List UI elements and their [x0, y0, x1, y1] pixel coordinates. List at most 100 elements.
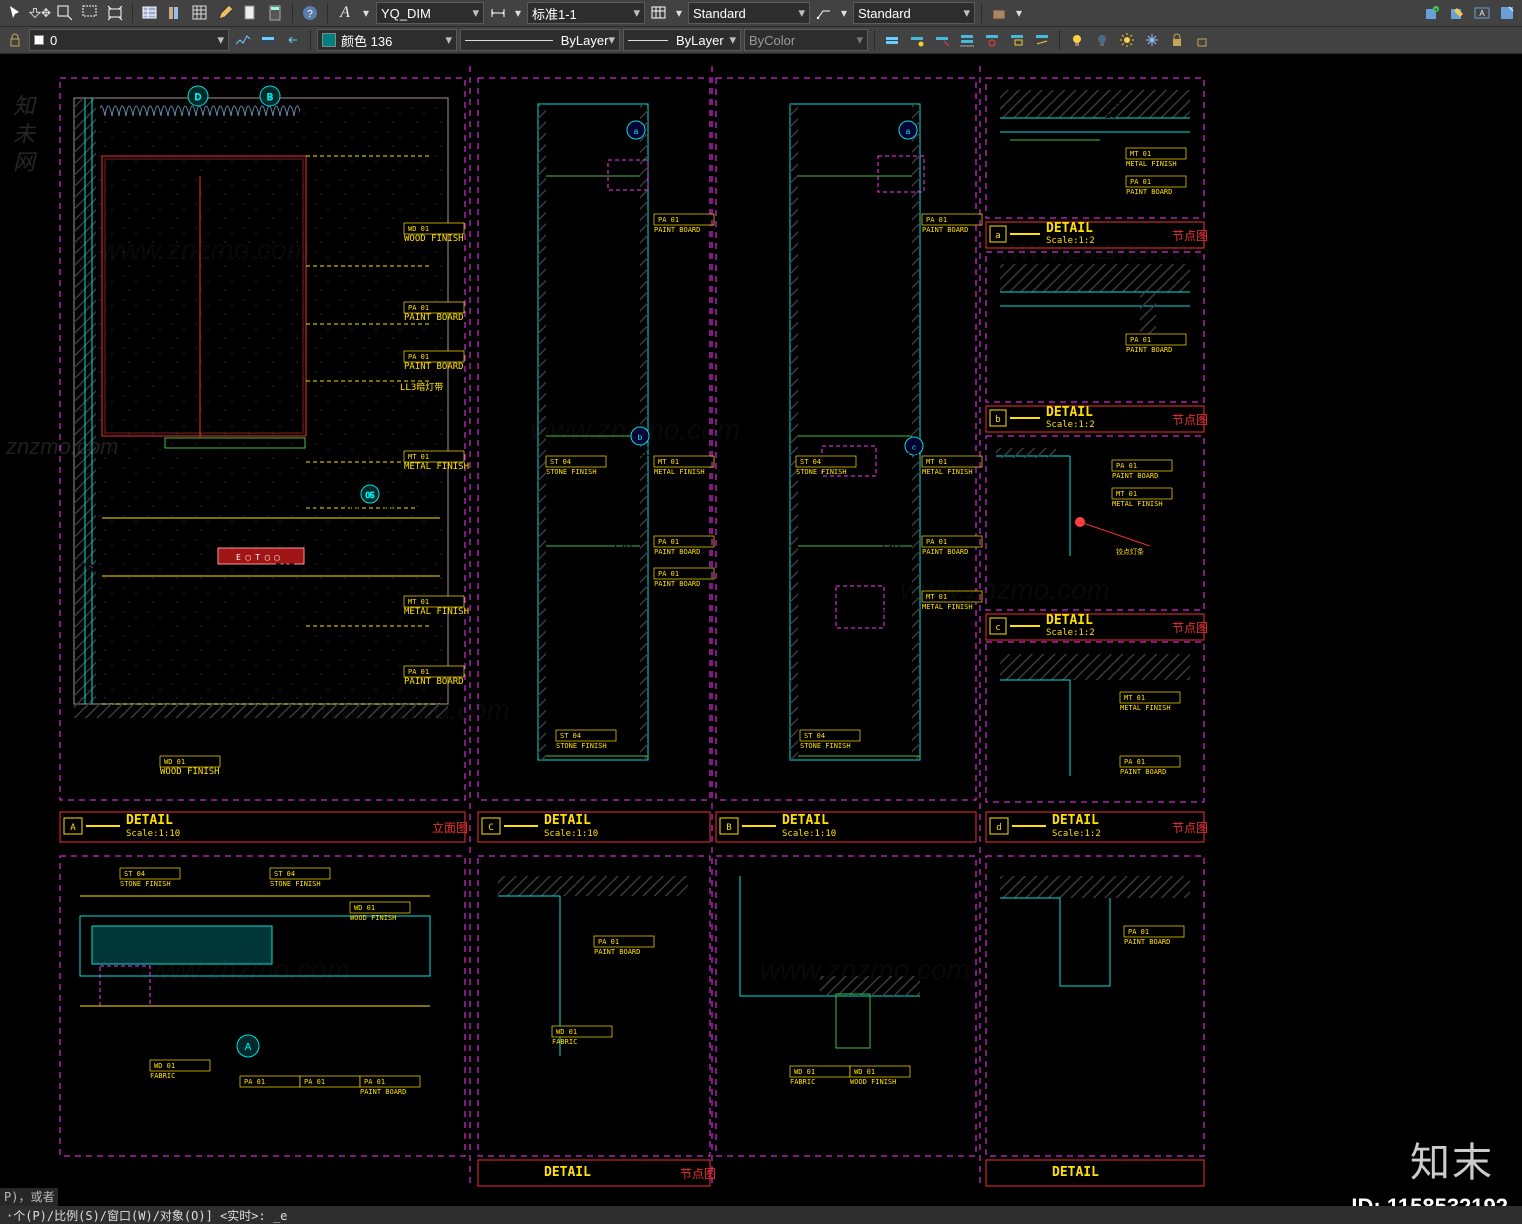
zoom-extents-icon[interactable] — [104, 2, 126, 24]
layprop-icon-1[interactable] — [881, 29, 903, 51]
svg-text:METAL FINISH: METAL FINISH — [1126, 160, 1177, 168]
svg-text:500: 500 — [759, 476, 773, 496]
page-icon[interactable] — [239, 2, 261, 24]
unlock-layer-icon[interactable] — [1191, 29, 1213, 51]
plotstyle-label: ByColor — [749, 33, 795, 48]
svg-text:231: 231 — [300, 503, 320, 517]
svg-text:A: A — [1479, 9, 1485, 18]
table-icon[interactable] — [139, 2, 161, 24]
svg-text:PA 01: PA 01 — [1130, 336, 1151, 344]
svg-text:LL3暗灯带: LL3暗灯带 — [400, 381, 443, 393]
edit-block-icon[interactable] — [1446, 2, 1468, 24]
svg-text:Scale:1:10: Scale:1:10 — [544, 829, 598, 839]
layer-dropdown[interactable]: 0 ▾ — [29, 29, 229, 51]
pan-icon[interactable]: ✥ — [29, 2, 51, 24]
svg-text:100: 100 — [1070, 555, 1090, 569]
svg-text:PAINT BOARD: PAINT BOARD — [922, 226, 968, 234]
chevron-down-icon: ▾ — [608, 32, 615, 48]
svg-text:DETAIL: DETAIL — [1046, 221, 1093, 236]
dd-chevron-icon[interactable]: ▾ — [838, 2, 850, 24]
svg-text:WOOD FINISH: WOOD FINISH — [350, 914, 396, 922]
svg-text:PA 01: PA 01 — [244, 1078, 265, 1086]
bulb-on-icon[interactable] — [1066, 29, 1088, 51]
lock-icon[interactable] — [4, 29, 26, 51]
svg-text:Scale:1:2: Scale:1:2 — [1046, 628, 1095, 638]
layprop-icon-6[interactable] — [1006, 29, 1028, 51]
svg-text:c: c — [995, 623, 1000, 633]
zoom-window-icon[interactable] — [79, 2, 101, 24]
tablestyle-dropdown[interactable]: Standard ▾ — [688, 2, 810, 24]
calc-icon[interactable] — [264, 2, 286, 24]
dimstyle-dropdown[interactable]: ▾ — [376, 2, 484, 24]
layer-name: 0 — [50, 33, 57, 48]
svg-text:FABRIC: FABRIC — [790, 1078, 815, 1086]
textstyle-dropdown[interactable]: 标准1-1 ▾ — [527, 2, 645, 24]
lock-layer-icon[interactable] — [1166, 29, 1188, 51]
cursor-icon[interactable] — [4, 2, 26, 24]
svg-text:120: 120 — [612, 540, 632, 554]
svg-text:ST 04: ST 04 — [550, 458, 571, 466]
pencil-icon[interactable] — [214, 2, 236, 24]
svg-text:节点图: 节点图 — [680, 1167, 716, 1181]
layprop-icon-7[interactable] — [1031, 29, 1053, 51]
zoom-plus-icon[interactable] — [54, 2, 76, 24]
svg-text:PAINT BOARD: PAINT BOARD — [1124, 938, 1170, 946]
tablestyle-icon[interactable] — [648, 2, 670, 24]
color-dropdown[interactable]: 颜色 136 ▾ — [317, 29, 457, 51]
block-save-icon[interactable] — [1496, 2, 1518, 24]
dd-chevron-icon[interactable]: ▾ — [512, 2, 524, 24]
dd-chevron-icon[interactable]: ▾ — [1013, 2, 1025, 24]
svg-text:METAL FINISH: METAL FINISH — [1120, 704, 1171, 712]
svg-text:235: 235 — [370, 561, 390, 575]
svg-text:PA 01: PA 01 — [1116, 462, 1137, 470]
freeze-icon[interactable] — [1141, 29, 1163, 51]
multileader-dropdown[interactable]: Standard ▾ — [853, 2, 975, 24]
svg-text:67: 67 — [1046, 493, 1060, 507]
grid-icon[interactable] — [189, 2, 211, 24]
sun-icon[interactable] — [1116, 29, 1138, 51]
stacked-bars-icon[interactable] — [164, 2, 186, 24]
block-icon-1[interactable] — [988, 2, 1010, 24]
svg-text:A: A — [70, 823, 76, 833]
insert-block-icon[interactable]: + — [1421, 2, 1443, 24]
svg-text:DETAIL: DETAIL — [1046, 613, 1093, 628]
tablestyle-label: Standard — [693, 6, 746, 21]
dimension-icon[interactable] — [487, 2, 509, 24]
svg-text:节点图: 节点图 — [1172, 413, 1208, 427]
toolbar-row-2: 0 ▾ 颜色 136 ▾ ByLayer ▾ ByLayer ▾ ByColor… — [0, 27, 1522, 54]
svg-text:120: 120 — [320, 975, 340, 989]
layer-states-icon[interactable] — [232, 29, 254, 51]
attribute-icon[interactable]: A — [1471, 2, 1493, 24]
layer-color-swatch — [34, 35, 44, 45]
bulb-off-icon[interactable] — [1091, 29, 1113, 51]
layer-iso-icon[interactable] — [257, 29, 279, 51]
layprop-icon-3[interactable] — [931, 29, 953, 51]
svg-text:100: 100 — [608, 445, 628, 459]
dropdown-chevron-icon[interactable]: ▾ — [359, 2, 373, 24]
help-icon[interactable]: ? — [299, 2, 321, 24]
linetype-dropdown[interactable]: ByLayer ▾ — [460, 29, 620, 51]
text-style-icon[interactable]: A — [334, 2, 356, 24]
layprop-icon-4[interactable] — [956, 29, 978, 51]
svg-text:90: 90 — [1154, 961, 1168, 975]
svg-text:130: 130 — [880, 540, 900, 554]
layer-prev-icon[interactable] — [282, 29, 304, 51]
commandline[interactable]: ·个(P)/比例(S)/窗口(W)/对象(O)] <实时>: _e — [0, 1206, 1522, 1224]
model-viewport[interactable]: www.znzmo.com www.znzmo.com www.znzmo.co… — [0, 54, 1522, 1188]
svg-text:505: 505 — [275, 561, 295, 575]
layprop-icon-5[interactable] — [981, 29, 1003, 51]
svg-text:METAL FINISH: METAL FINISH — [1112, 500, 1163, 508]
multileader-icon[interactable] — [813, 2, 835, 24]
svg-text:Scale:1:2: Scale:1:2 — [1046, 420, 1095, 430]
lineweight-dropdown[interactable]: ByLayer ▾ — [623, 29, 741, 51]
svg-text:235: 235 — [380, 503, 400, 517]
svg-text:PAINT BOARD: PAINT BOARD — [1120, 768, 1166, 776]
svg-text:500: 500 — [107, 466, 121, 486]
dimstyle-input[interactable] — [381, 6, 472, 21]
svg-text:PAINT BOARD: PAINT BOARD — [1126, 188, 1172, 196]
layprop-icon-2[interactable] — [906, 29, 928, 51]
svg-text:Scale:1:2: Scale:1:2 — [1046, 236, 1095, 246]
svg-text:PA 01: PA 01 — [658, 570, 679, 578]
dd-chevron-icon[interactable]: ▾ — [673, 2, 685, 24]
svg-text:节点图: 节点图 — [1172, 229, 1208, 243]
